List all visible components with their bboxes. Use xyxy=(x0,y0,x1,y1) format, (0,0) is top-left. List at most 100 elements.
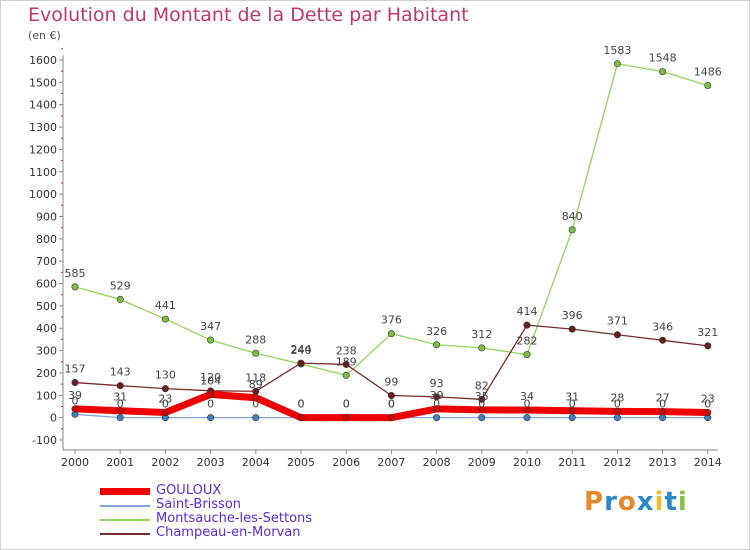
y-tick-label: 400 xyxy=(36,322,57,335)
data-label: 31 xyxy=(113,391,127,404)
data-point xyxy=(659,414,667,422)
data-label: 130 xyxy=(155,369,176,382)
data-point xyxy=(478,344,486,352)
x-tick-label: 2011 xyxy=(558,456,586,469)
data-label: 0 xyxy=(524,398,531,411)
legend-swatch xyxy=(100,533,150,535)
y-tick-label: 1600 xyxy=(29,54,57,67)
data-label: 39 xyxy=(68,389,82,402)
x-tick-label: 2002 xyxy=(151,456,179,469)
data-label: 93 xyxy=(430,377,444,390)
x-tick-label: 2014 xyxy=(694,456,722,469)
logo-letter: r xyxy=(604,487,618,517)
data-label: 0 xyxy=(298,398,305,411)
data-label: 0 xyxy=(72,394,79,407)
data-label: 240 xyxy=(291,344,312,357)
data-label: 840 xyxy=(562,210,583,223)
data-label: 23 xyxy=(158,393,172,406)
unit-label: (en €) xyxy=(28,29,61,42)
data-label: 104 xyxy=(200,374,221,387)
data-label: 585 xyxy=(65,267,86,280)
y-tick-label: 1000 xyxy=(29,188,57,201)
data-label: 0 xyxy=(117,398,124,411)
data-point xyxy=(613,414,621,422)
x-tick-label: 2004 xyxy=(242,456,270,469)
x-tick-label: 2013 xyxy=(649,456,677,469)
data-label: 321 xyxy=(697,326,718,339)
data-point xyxy=(342,360,350,368)
logo-letter: i xyxy=(677,487,688,517)
data-label: 1486 xyxy=(694,65,722,78)
data-point xyxy=(342,371,350,379)
x-tick-label: 2003 xyxy=(197,456,225,469)
data-point xyxy=(161,385,169,393)
data-point xyxy=(116,382,124,390)
data-point xyxy=(478,395,486,403)
data-point xyxy=(116,407,124,415)
data-point xyxy=(297,414,305,422)
data-label: 23 xyxy=(701,393,715,406)
data-label: 82 xyxy=(475,379,489,392)
data-point xyxy=(659,336,667,344)
data-label: 34 xyxy=(520,390,534,403)
data-label: 89 xyxy=(249,378,263,391)
data-label: 346 xyxy=(652,320,673,333)
y-tick-label: 900 xyxy=(36,210,57,223)
logo-letter: x xyxy=(636,487,655,517)
y-tick-label: 100 xyxy=(36,389,57,402)
data-point xyxy=(478,406,486,414)
y-tick-label: 1100 xyxy=(29,166,57,179)
logo-letter: t xyxy=(664,487,678,517)
data-point xyxy=(523,414,531,422)
legend-label: Champeau-en-Morvan xyxy=(156,525,301,540)
y-tick-label: 500 xyxy=(36,300,57,313)
data-point xyxy=(433,414,441,422)
data-point xyxy=(568,325,576,333)
data-label: 0 xyxy=(388,398,395,411)
data-point xyxy=(252,414,260,422)
data-label: 312 xyxy=(471,328,492,341)
data-label: 27 xyxy=(656,392,670,405)
y-tick-label: 800 xyxy=(36,233,57,246)
data-label: 28 xyxy=(610,391,624,404)
data-point xyxy=(207,390,215,398)
x-tick-label: 2005 xyxy=(287,456,315,469)
data-point xyxy=(568,407,576,415)
data-point xyxy=(659,68,667,76)
data-point xyxy=(297,359,305,367)
y-tick-label: 200 xyxy=(36,367,57,380)
data-point xyxy=(478,414,486,422)
legend-label: Montsauche-les-Settons xyxy=(156,511,313,526)
proxiti-logo: Proxiti xyxy=(584,487,688,517)
data-point xyxy=(433,393,441,401)
data-label: 0 xyxy=(659,398,666,411)
data-label: 120 xyxy=(200,371,221,384)
data-label: 0 xyxy=(433,398,440,411)
x-tick-label: 2007 xyxy=(377,456,405,469)
data-point xyxy=(523,321,531,329)
y-tick-label: 300 xyxy=(36,345,57,358)
data-label: 0 xyxy=(569,398,576,411)
data-point xyxy=(387,392,395,400)
y-tick-label: 0 xyxy=(50,412,57,425)
legend-swatch xyxy=(100,505,150,507)
x-tick-label: 2008 xyxy=(423,456,451,469)
data-label: 0 xyxy=(343,398,350,411)
data-label: 0 xyxy=(298,398,305,411)
legend-label: Saint-Brisson xyxy=(156,497,242,512)
data-point xyxy=(71,379,79,387)
data-point xyxy=(252,349,260,357)
y-tick-label: 700 xyxy=(36,255,57,268)
data-label: 282 xyxy=(517,335,538,348)
data-label: 244 xyxy=(291,343,312,356)
data-point xyxy=(568,414,576,422)
data-label: 143 xyxy=(110,366,131,379)
data-point xyxy=(613,331,621,339)
data-point xyxy=(116,414,124,422)
data-point xyxy=(71,405,79,413)
y-tick-label: 1400 xyxy=(29,99,57,112)
legend-label: GOULOUX xyxy=(156,483,222,498)
x-tick-label: 2012 xyxy=(603,456,631,469)
data-label: 31 xyxy=(565,391,579,404)
